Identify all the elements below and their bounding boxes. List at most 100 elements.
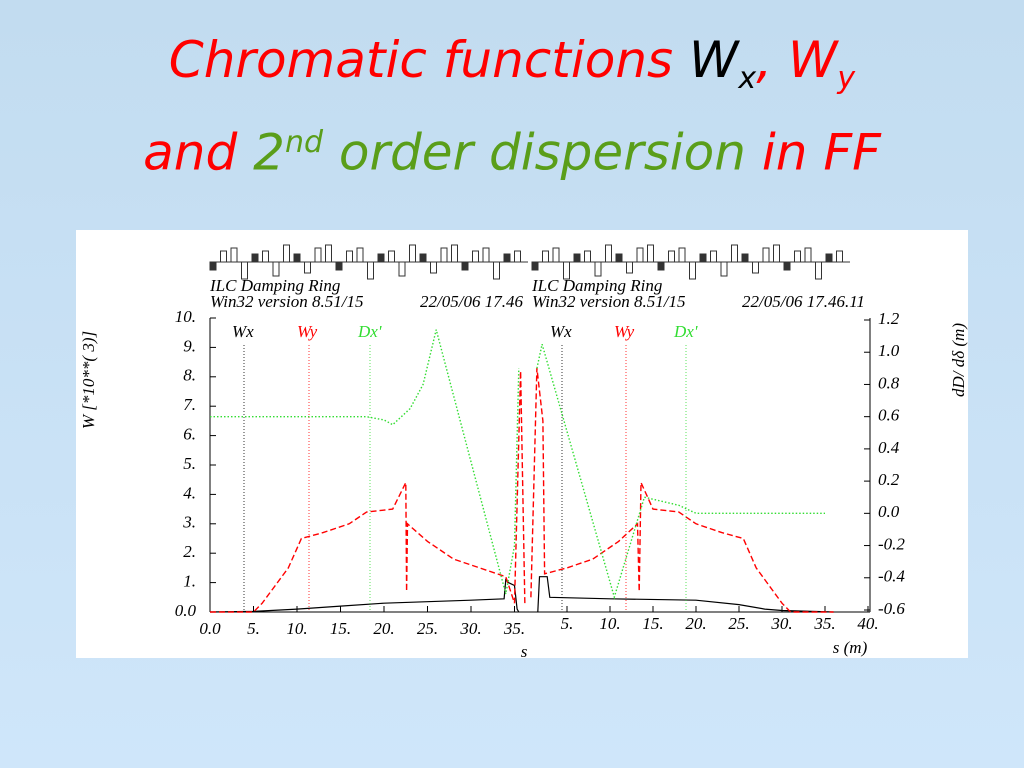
x-tick-label: 10. [286, 619, 307, 638]
lattice-element [440, 247, 448, 263]
lattice-element [514, 250, 521, 263]
lattice-element [794, 250, 801, 263]
plot-header: Win32 version 8.51/15 [210, 292, 363, 311]
series-line [536, 344, 825, 600]
x-tick-label: 5. [561, 614, 574, 633]
plot-header: ILC Damping Ring [531, 276, 662, 295]
x-axis-label: s [521, 642, 528, 661]
lattice-element [367, 261, 374, 280]
lattice-element [836, 250, 843, 263]
lattice-element [657, 261, 665, 271]
x-tick-label: 30. [770, 614, 792, 633]
title-part: nd [284, 125, 323, 160]
legend-label: Dx' [357, 322, 382, 341]
plot-header: Win32 version 8.51/15 [532, 292, 685, 311]
lattice-element [773, 244, 780, 263]
lattice-element [731, 244, 738, 263]
lattice-element [752, 261, 759, 274]
title-part: in FF [761, 123, 881, 182]
lattice-element [720, 261, 728, 277]
lattice-element [626, 261, 633, 274]
title-part: Chromatic functions [168, 31, 689, 89]
lattice-element [262, 250, 269, 263]
lattice-element [272, 261, 280, 277]
y-tick-label: 10. [175, 307, 196, 326]
y2-tick-label: 0.8 [878, 373, 900, 392]
y2-tick-label: 0.0 [878, 502, 900, 521]
lattice-element [825, 253, 833, 263]
lattice-element [304, 261, 311, 274]
x-tick-label: 15. [642, 614, 663, 633]
lattice-element [573, 253, 581, 263]
title-part: , W [756, 31, 838, 89]
y2-tick-label: -0.2 [878, 534, 905, 553]
y-tick-label: 6. [183, 425, 196, 444]
lattice-element [699, 253, 707, 263]
y2-tick-label: -0.6 [878, 599, 905, 618]
lattice-element [636, 247, 644, 263]
lattice-element [762, 247, 770, 263]
x-tick-label: 5. [247, 619, 260, 638]
lattice-element [356, 247, 364, 263]
x-tick-label: 10. [599, 614, 620, 633]
plot-header: ILC Damping Ring [209, 276, 340, 295]
lattice-element [388, 250, 395, 263]
lattice-element [584, 250, 591, 263]
y2-tick-label: 1.0 [878, 341, 900, 360]
title-part: x [738, 61, 757, 96]
y2-tick-label: 0.6 [878, 406, 900, 425]
lattice-element [482, 247, 490, 263]
y-tick-label: 1. [183, 572, 196, 591]
lattice-element [430, 261, 437, 274]
title-part: y [837, 61, 856, 96]
lattice-element [605, 244, 612, 263]
x-tick-label: 25. [728, 614, 749, 633]
y2-tick-label: 1.2 [878, 309, 900, 328]
y-tick-label: 9. [183, 336, 196, 355]
lattice-element [451, 244, 458, 263]
series-line [530, 367, 834, 613]
series-line [210, 329, 520, 595]
lattice-element [398, 261, 406, 277]
lattice-element [647, 244, 654, 263]
lattice-element [409, 244, 416, 263]
slide-title: Chromatic functions Wx, Wy and 2nd order … [0, 28, 1024, 185]
x-axis-label: s (m) [833, 638, 868, 657]
y2-axis-label: dD/ dδ (m) [949, 323, 968, 397]
y-tick-label: 2. [183, 542, 196, 561]
lattice-element [552, 247, 560, 263]
y-tick-label: 5. [183, 454, 196, 473]
plot-header: 22/05/06 17.46 [420, 292, 523, 311]
lattice-element [251, 253, 259, 263]
legend-label: Wx [550, 322, 572, 341]
lattice-element [209, 261, 217, 271]
plot-header: 22/05/06 17.46.11 [742, 292, 865, 311]
legend-label: Wy [614, 322, 635, 341]
panel-bg [530, 230, 968, 658]
lattice-element [335, 261, 343, 271]
lattice-element [503, 253, 511, 263]
lattice-element [314, 247, 322, 263]
y-tick-label: 0.0 [175, 601, 197, 620]
y-tick-label: 7. [183, 395, 196, 414]
lattice-element [689, 261, 696, 280]
lattice-element [283, 244, 290, 263]
lattice-element [230, 247, 238, 263]
lattice-element [594, 261, 602, 277]
y2-tick-label: 0.4 [878, 438, 900, 457]
x-tick-label: 0.0 [199, 619, 221, 638]
x-tick-label: 15. [330, 619, 351, 638]
legend-label: Wy [297, 322, 318, 341]
lattice-element [741, 253, 749, 263]
y-tick-label: 4. [183, 483, 196, 502]
lattice-element [678, 247, 686, 263]
title-part: and [143, 123, 254, 182]
title-part: 2 [253, 123, 285, 182]
lattice-element [419, 253, 427, 263]
x-tick-label: 35. [813, 614, 835, 633]
lattice-element [804, 247, 812, 263]
